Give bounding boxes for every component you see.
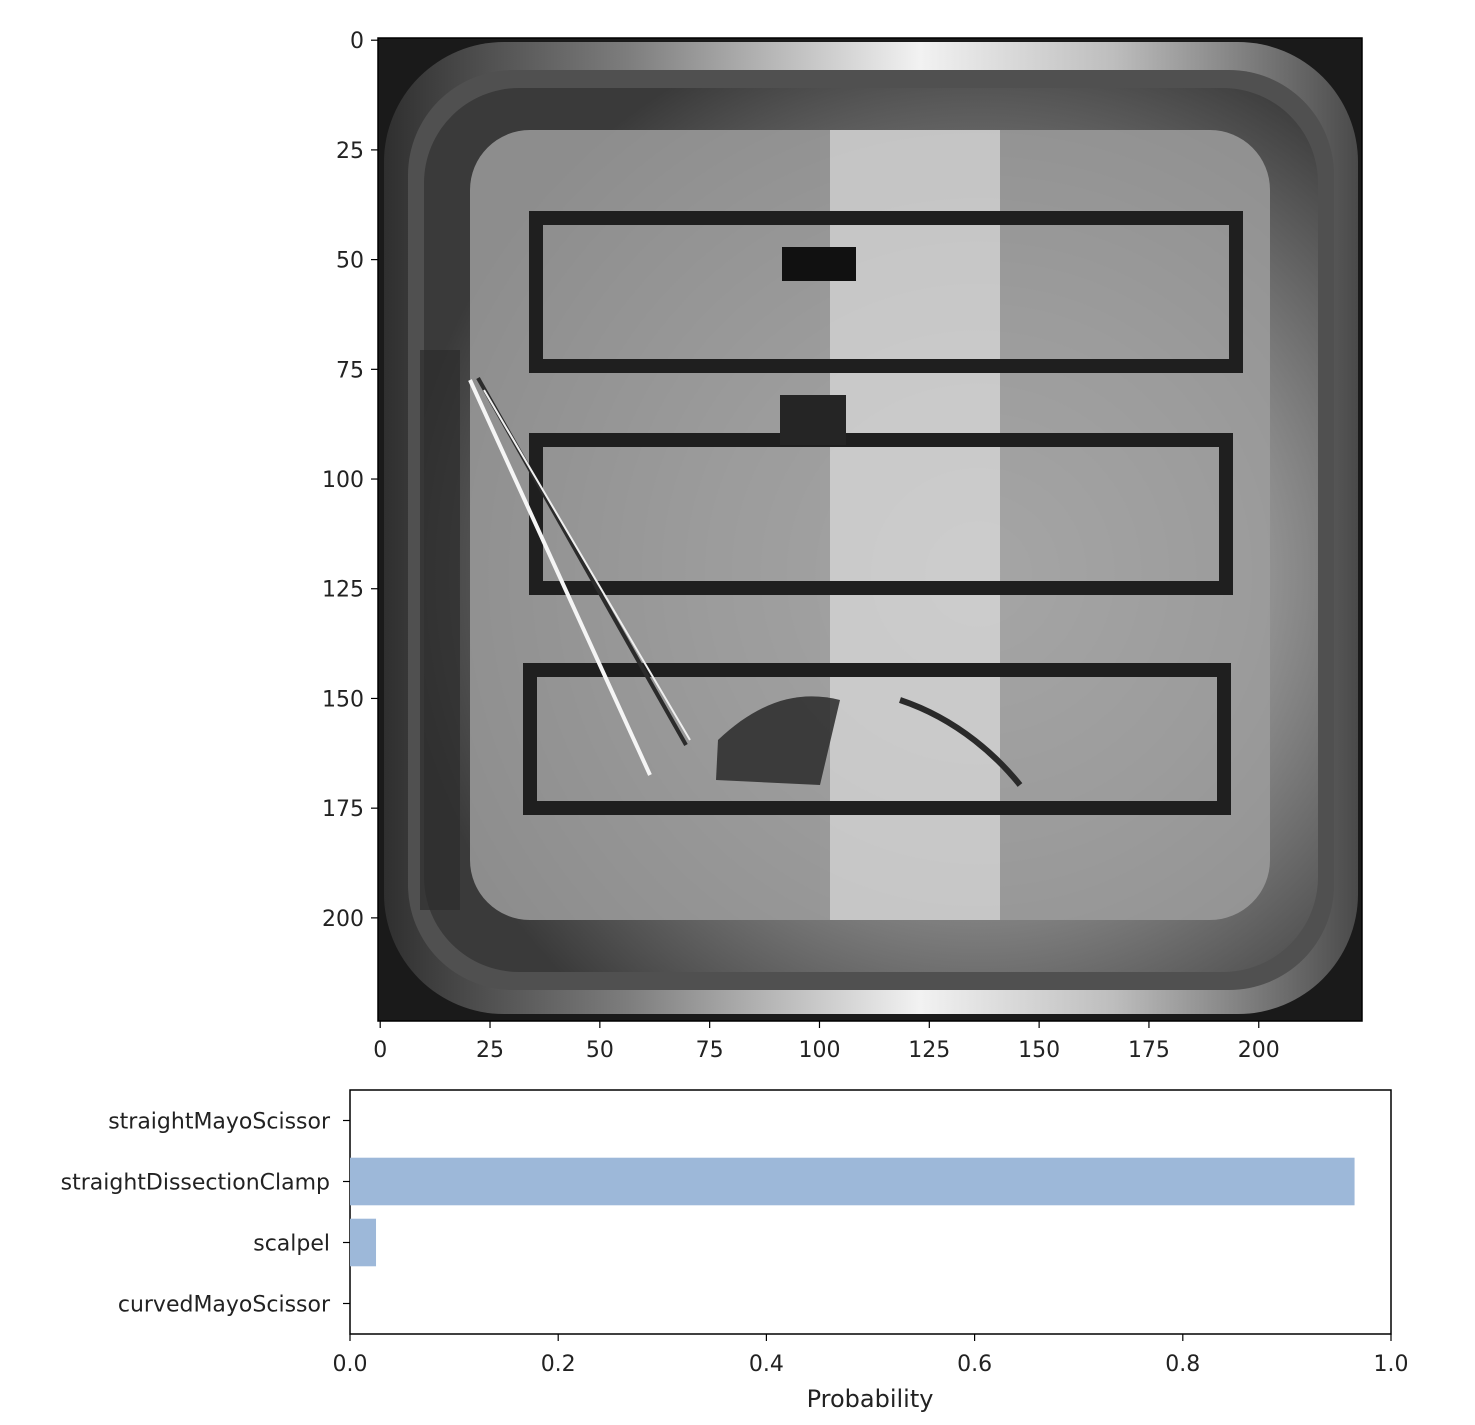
bar-x-tick-label: 0.8	[1165, 1352, 1200, 1377]
image-panel: 0 25 50 75 100 125 150 175 200 0 25 50 75 100 125 150 1…	[322, 29, 1363, 1063]
bar-x-tick-label: 0.6	[957, 1352, 992, 1377]
category-label: curvedMayoScissor	[118, 1293, 331, 1318]
bar-x-tick-label: 1.0	[1374, 1352, 1409, 1377]
bar-x-tick-label: 0.2	[541, 1352, 576, 1377]
bar	[350, 1218, 377, 1267]
image-x-tick-label: 150	[1018, 1038, 1060, 1063]
image-x-tick-label: 125	[908, 1038, 950, 1063]
image-x-tick-label: 200	[1238, 1038, 1280, 1063]
image-y-tick-label: 150	[322, 687, 364, 712]
image-x-axis: 0 25 50 75 100 125 150 175 200	[373, 1021, 1280, 1063]
image-x-tick-label: 0	[373, 1038, 387, 1063]
category-label: straightMayoScissor	[108, 1110, 331, 1135]
image-x-tick-label: 25	[476, 1038, 504, 1063]
image-y-axis: 0 25 50 75 100 125 150 175 200	[322, 29, 378, 932]
bar-panel: straightMayoScissor straightDissectionCla…	[61, 1089, 1409, 1413]
image-x-tick-label: 50	[586, 1038, 614, 1063]
image-x-tick-label: 175	[1128, 1038, 1170, 1063]
category-label: straightDissectionClamp	[61, 1171, 330, 1196]
image-y-tick-label: 0	[350, 29, 364, 54]
image-y-tick-label: 175	[322, 797, 364, 822]
image-frame	[377, 37, 1363, 1022]
bar	[350, 1157, 1355, 1206]
bar-y-axis: straightMayoScissor straightDissectionCla…	[61, 1110, 350, 1318]
x-axis-label: Probability	[807, 1385, 934, 1413]
image-y-tick-label: 75	[336, 358, 364, 383]
bar-x-axis: 0.0 0.2 0.4 0.6 0.8 1.0	[333, 1334, 1409, 1377]
bar-x-tick-label: 0.4	[749, 1352, 784, 1377]
image-y-tick-label: 25	[336, 139, 364, 164]
image-y-tick-label: 50	[336, 249, 364, 274]
image-x-tick-label: 100	[798, 1038, 840, 1063]
image-y-tick-label: 200	[322, 907, 364, 932]
surgical-tray-photo-icon	[384, 42, 1358, 1014]
category-label: scalpel	[253, 1232, 330, 1257]
image-y-tick-label: 100	[322, 468, 364, 493]
image-y-tick-label: 125	[322, 578, 364, 603]
bars	[350, 1157, 1355, 1267]
bar-plot-area	[349, 1089, 1392, 1335]
image-x-tick-label: 75	[696, 1038, 724, 1063]
bar-x-tick-label: 0.0	[333, 1352, 368, 1377]
